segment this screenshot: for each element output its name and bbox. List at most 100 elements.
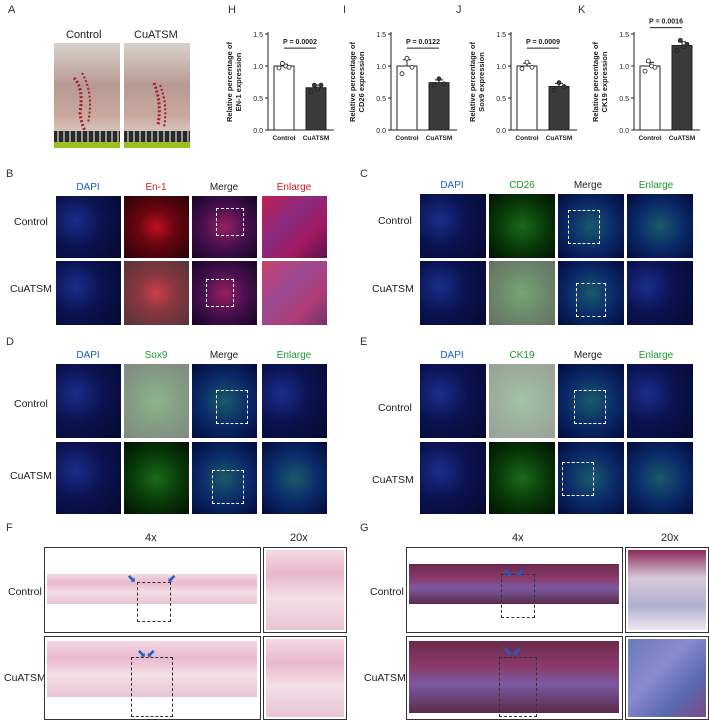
b-control-merge-image bbox=[192, 196, 257, 258]
panel-g-row-cuatsm: CuATSM bbox=[364, 672, 406, 684]
c-control-enlarge-image bbox=[627, 194, 693, 258]
wound-edge-arrow-icon: ⬊ ⬋ bbox=[503, 567, 525, 579]
b-control-enlarge-image bbox=[262, 196, 327, 258]
panel-b-dapi-header: DAPI bbox=[76, 182, 100, 193]
e-cuatsm-ck19-image bbox=[489, 442, 555, 514]
y-axis-label: Relative percentage ofSox9 expression bbox=[468, 41, 486, 122]
panel-label-e: E bbox=[360, 336, 368, 348]
bar-chart-cd26: 0.0 0.5 1.0 1.5 Relative percentage ofCD26 e… bbox=[348, 32, 457, 142]
y-tick-label: 0.5 bbox=[376, 96, 386, 103]
panel-f-4x-label: 4x bbox=[145, 532, 157, 544]
f-control-20x-frame bbox=[263, 547, 347, 633]
d-control-sox9-image bbox=[124, 364, 189, 438]
data-point bbox=[311, 82, 317, 88]
b-control-en1-image bbox=[124, 196, 189, 258]
data-point bbox=[286, 64, 292, 70]
panel-b-en1-header: En-1 bbox=[145, 182, 167, 193]
panel-e-row-cuatsm: CuATSM bbox=[372, 474, 414, 486]
bar bbox=[671, 45, 693, 131]
panel-label-d: D bbox=[6, 336, 14, 348]
zoom-region-box bbox=[568, 210, 600, 244]
y-axis-label: Relative percentage ofCD26 expression bbox=[348, 41, 366, 122]
data-point bbox=[674, 48, 680, 54]
f-cuatsm-20x-tissue bbox=[266, 639, 344, 717]
data-point bbox=[684, 41, 690, 47]
g-control-20x-tissue bbox=[628, 550, 706, 630]
zoom-region-box bbox=[562, 462, 594, 496]
panel-d-row-control: Control bbox=[14, 398, 48, 410]
zoom-region-box bbox=[206, 279, 234, 307]
panel-c-merge-header: Merge bbox=[573, 180, 603, 191]
panel-e-row-control: Control bbox=[378, 402, 412, 414]
panel-e-enlarge-header: Enlarge bbox=[638, 350, 674, 361]
bar bbox=[428, 82, 450, 131]
p-value-label: P = 0.0002 bbox=[283, 39, 317, 46]
c-cuatsm-cd26-image bbox=[489, 261, 555, 325]
bar bbox=[273, 65, 295, 131]
d-cuatsm-enlarge-image bbox=[262, 442, 327, 514]
zoom-region-box bbox=[576, 283, 606, 317]
b-cuatsm-dapi-image bbox=[56, 261, 121, 325]
panel-label-g: G bbox=[360, 522, 369, 534]
c-control-cd26-image bbox=[489, 194, 555, 258]
panel-b-row-control: Control bbox=[14, 216, 48, 228]
panel-d-row-cuatsm: CuATSM bbox=[10, 470, 52, 482]
panel-b-enlarge-header: Enlarge bbox=[276, 182, 312, 193]
e-control-dapi-image bbox=[420, 364, 486, 438]
category-label: CuATSM bbox=[546, 135, 573, 142]
wound-edge-arrow-icon: ⬋ bbox=[167, 573, 177, 585]
panel-b-row-cuatsm: CuATSM bbox=[10, 283, 52, 295]
c-cuatsm-enlarge-image bbox=[627, 261, 693, 325]
data-point bbox=[404, 55, 410, 61]
b-control-dapi-image bbox=[56, 196, 121, 258]
y-tick-label: 0.0 bbox=[619, 128, 629, 135]
f-control-4x-tissue bbox=[47, 574, 257, 604]
panel-d-sox9-header: Sox9 bbox=[144, 350, 168, 361]
f-cuatsm-4x-frame: ⬊⬋ bbox=[44, 636, 261, 720]
data-point bbox=[529, 64, 535, 70]
data-point bbox=[677, 37, 683, 43]
e-control-merge-image bbox=[558, 364, 624, 438]
g-cuatsm-20x-tissue bbox=[628, 639, 706, 717]
data-point bbox=[431, 82, 437, 88]
data-point bbox=[399, 71, 405, 77]
y-tick-label: 1.0 bbox=[376, 64, 386, 71]
data-point bbox=[318, 82, 324, 88]
data-point bbox=[441, 81, 447, 87]
p-value-label: P = 0.0009 bbox=[526, 39, 560, 46]
g-control-4x-frame: ⬊ ⬋ bbox=[406, 547, 623, 633]
e-control-ck19-image bbox=[489, 364, 555, 438]
y-tick-label: 0.0 bbox=[496, 128, 506, 135]
panel-c-row-control: Control bbox=[378, 215, 412, 227]
panel-label-i: I bbox=[343, 4, 347, 16]
panel-f-20x-label: 20x bbox=[290, 532, 308, 544]
panel-a-cuatsm-label: CuATSM bbox=[134, 29, 178, 41]
data-point bbox=[645, 58, 651, 64]
data-point bbox=[652, 64, 658, 70]
b-cuatsm-merge-image bbox=[192, 261, 257, 325]
panel-a-control-label: Control bbox=[66, 29, 102, 41]
panel-d-dapi-header: DAPI bbox=[76, 350, 100, 361]
data-point bbox=[551, 87, 557, 93]
d-cuatsm-merge-image bbox=[192, 442, 257, 514]
panel-b-merge-header: Merge bbox=[209, 182, 239, 193]
bar-chart-ck19: 0.0 0.5 1.0 1.5 Relative percentage ofCK19 e… bbox=[591, 19, 700, 142]
e-cuatsm-dapi-image bbox=[420, 442, 486, 514]
y-axis-label: Relative percentage ofEN-1 expression bbox=[225, 41, 243, 122]
e-control-enlarge-image bbox=[627, 364, 693, 438]
panel-label-c: C bbox=[360, 168, 368, 180]
zoom-region-box bbox=[216, 208, 244, 236]
panel-f-row-control: Control bbox=[8, 586, 42, 598]
g-control-20x-frame bbox=[625, 547, 709, 633]
category-label: Control bbox=[638, 135, 661, 142]
zoom-region-box bbox=[574, 390, 606, 424]
y-tick-label: 1.0 bbox=[619, 64, 629, 71]
zoom-region-box bbox=[212, 470, 244, 504]
data-point bbox=[561, 84, 567, 89]
c-control-dapi-image bbox=[420, 194, 486, 258]
panel-e-dapi-header: DAPI bbox=[440, 350, 464, 361]
data-point bbox=[436, 76, 442, 82]
e-cuatsm-enlarge-image bbox=[627, 442, 693, 514]
category-label: CuATSM bbox=[669, 135, 696, 142]
y-tick-label: 1.5 bbox=[496, 32, 506, 39]
